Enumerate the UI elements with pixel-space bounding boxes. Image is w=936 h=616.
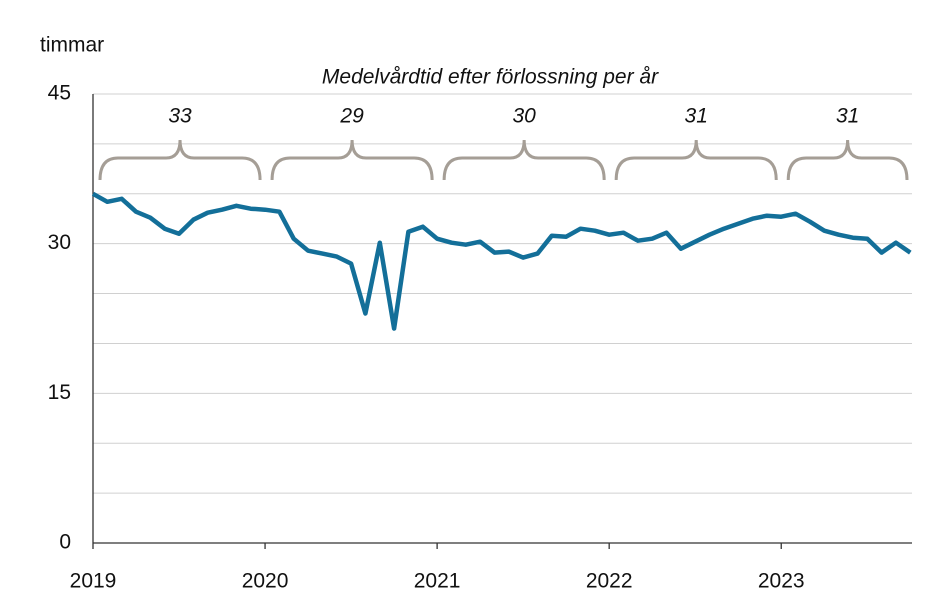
year-brace [614, 139, 778, 181]
y-tick-label: 15 [48, 381, 71, 404]
year-brace [786, 139, 909, 181]
y-tick-label: 0 [59, 531, 71, 554]
y-tick-label: 45 [48, 82, 71, 105]
year-average-label: 30 [512, 105, 536, 128]
y-axis-label: timmar [40, 34, 104, 57]
year-brace [270, 139, 434, 181]
x-tick-label: 2021 [414, 570, 461, 593]
year-average-label: 31 [685, 105, 708, 128]
x-tick-label: 2019 [70, 570, 117, 593]
year-average-label: 31 [836, 105, 859, 128]
chart-title: Medelvårdtid efter förlossning per år [322, 66, 659, 89]
x-tick-label: 2022 [586, 570, 633, 593]
x-tick-label: 2023 [758, 570, 805, 593]
y-tick-label: 30 [48, 231, 71, 254]
year-average-label: 29 [339, 105, 364, 128]
year-brace [442, 139, 606, 181]
year-brace [98, 139, 262, 181]
data-line [91, 191, 912, 331]
year-average-label: 33 [168, 105, 192, 128]
x-tick-label: 2020 [242, 570, 289, 593]
